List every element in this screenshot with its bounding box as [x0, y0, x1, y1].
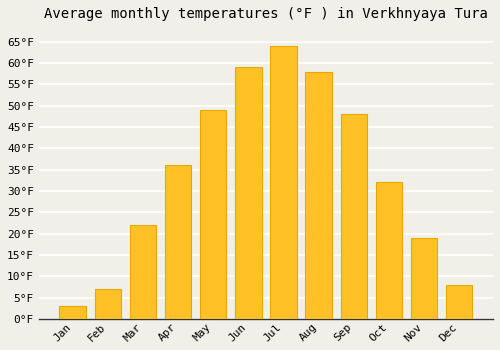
Bar: [306, 72, 332, 319]
Bar: [60, 306, 86, 319]
Bar: [94, 289, 121, 319]
Bar: [340, 114, 367, 319]
Bar: [200, 110, 226, 319]
Bar: [165, 166, 191, 319]
Bar: [130, 225, 156, 319]
Bar: [270, 46, 296, 319]
Bar: [235, 68, 262, 319]
Title: Average monthly temperatures (°F ) in Verkhnyaya Tura: Average monthly temperatures (°F ) in Ve…: [44, 7, 488, 21]
Bar: [376, 182, 402, 319]
Bar: [411, 238, 438, 319]
Bar: [446, 285, 472, 319]
